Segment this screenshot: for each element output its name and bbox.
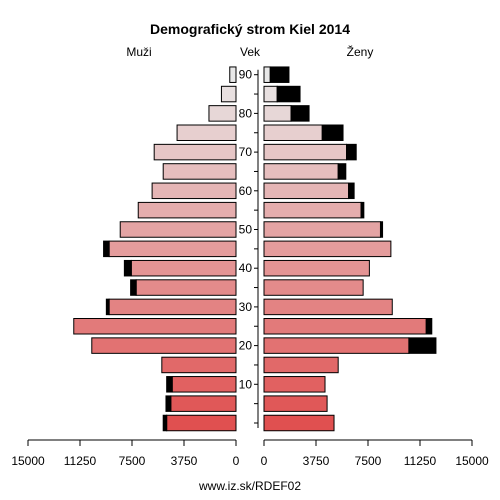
x-tick-label-right: 11250 [404,454,437,468]
male-bar-15-19 [161,356,237,374]
male-bar-50-54 [119,221,237,238]
x-tick-label-left: 0 [233,454,240,468]
male-bar-70-74 [153,143,237,161]
chart-title: Demografický strom Kiel 2014 [150,21,350,37]
age-tick-label: 80 [239,106,253,120]
male-bar-5-9 [170,395,237,412]
female-excess-bar-85-89 [276,85,301,103]
female-bar-85-89 [263,85,278,103]
male-excess-bar-35-39 [130,279,137,296]
x-tick-label-left: 11250 [64,454,97,468]
x-tick-label-right: 0 [261,454,268,468]
female-excess-bar-70-74 [346,143,357,161]
bars-group [73,66,437,432]
female-bar-40-44 [263,259,370,277]
female-bar-45-49 [263,240,392,258]
female-bar-20-24 [263,337,410,354]
male-bar-35-39 [135,279,237,296]
female-bar-60-64 [263,182,350,200]
x-tick-label-left: 15000 [11,454,45,468]
male-bar-0-4 [166,414,237,432]
age-tick-label: 70 [239,145,253,159]
female-bar-65-69 [263,163,339,180]
female-bar-80-84 [263,105,292,122]
male-excess-bar-40-44 [123,259,132,277]
x-tick-label-right: 3750 [303,454,330,468]
male-bar-65-69 [162,163,237,180]
x-tick-label-right: 15000 [455,454,489,468]
female-bar-15-19 [263,356,339,374]
x-tick-label-left: 7500 [119,454,146,468]
age-tick-label: 40 [239,261,253,275]
female-excess-bar-25-29 [425,318,433,335]
age-label: Vek [240,45,261,59]
female-excess-bar-65-69 [337,163,347,180]
female-excess-bar-50-54 [379,221,384,238]
female-excess-bar-20-24 [408,337,437,354]
male-bar-20-24 [91,337,237,354]
female-bar-70-74 [263,143,348,161]
female-bar-30-34 [263,298,393,316]
female-excess-bar-75-79 [321,124,344,141]
female-bar-10-14 [263,376,326,393]
male-bar-30-34 [108,298,237,316]
age-tick-label: 20 [239,339,253,353]
age-tick-label: 30 [239,300,253,314]
female-bar-0-4 [263,414,335,432]
female-bar-90+ [263,66,271,83]
male-bar-40-44 [130,259,237,277]
female-excess-bar-60-64 [348,182,355,200]
female-excess-bar-55-59 [360,201,365,219]
male-label: Muži [126,45,151,59]
female-bar-5-9 [263,395,328,412]
footer-url: www.iz.sk/RDEF02 [198,479,301,493]
female-excess-bar-90+ [269,66,290,83]
male-bar-55-59 [137,201,237,219]
male-bar-80-84 [208,105,237,122]
male-excess-bar-10-14 [166,376,173,393]
male-bar-10-14 [171,376,237,393]
female-bar-55-59 [263,201,362,219]
female-bar-50-54 [263,221,381,238]
age-tick-label: 60 [239,184,253,198]
age-tick-label: 90 [239,68,253,82]
female-label: Ženy [347,44,374,59]
male-bar-45-49 [108,240,237,258]
female-bar-75-79 [263,124,323,141]
male-excess-bar-30-34 [105,298,110,316]
male-bar-25-29 [73,318,237,335]
male-excess-bar-45-49 [103,240,110,258]
male-bar-60-64 [151,182,237,200]
x-tick-label-left: 3750 [171,454,198,468]
female-excess-bar-80-84 [290,105,310,122]
female-bar-35-39 [263,279,364,296]
male-bar-90+ [229,66,237,83]
male-excess-bar-5-9 [165,395,172,412]
x-tick-label-right: 7500 [355,454,382,468]
male-bar-75-79 [176,124,237,141]
male-bar-85-89 [220,85,237,103]
age-tick-label: 50 [239,223,253,237]
axes-group: 10 20 30 40 50 60 70 80 90 15000 11250 7500 3750 0 0 37… [11,68,489,468]
female-bar-25-29 [263,318,427,335]
age-tick-label: 10 [239,377,253,391]
male-excess-bar-0-4 [162,414,168,432]
